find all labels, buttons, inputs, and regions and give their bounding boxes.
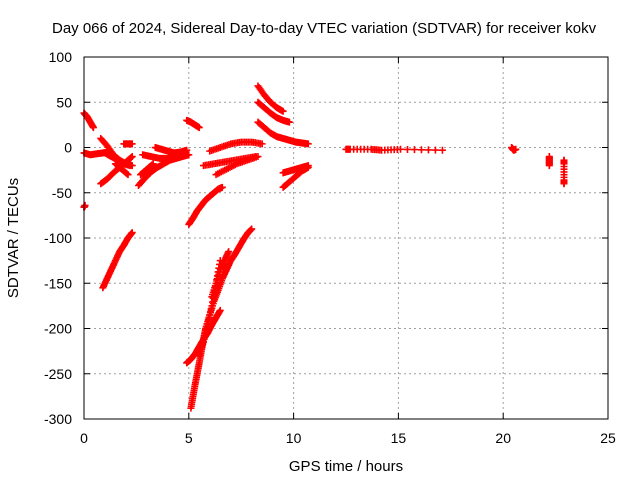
series-arc-31 bbox=[560, 156, 568, 188]
y-tick-label: -250 bbox=[44, 366, 72, 382]
series-arc-19 bbox=[208, 248, 233, 301]
series-arc-28 bbox=[342, 145, 446, 154]
x-tick-labels: 0 5 10 15 20 25 bbox=[80, 430, 616, 446]
data-point bbox=[304, 140, 312, 148]
x-tick-label: 10 bbox=[286, 430, 302, 446]
data-point bbox=[403, 145, 411, 153]
series-arc-25 bbox=[254, 118, 312, 148]
y-tick-labels: -300 -250 -200 -150 -100 -50 0 50 100 bbox=[44, 49, 72, 427]
x-tick-label: 5 bbox=[185, 430, 193, 446]
series-arc-18 bbox=[202, 225, 256, 332]
data-point bbox=[195, 124, 203, 132]
x-tick-label: 0 bbox=[80, 430, 88, 446]
chart-title: Day 066 of 2024, Sidereal Day-to-day VTE… bbox=[52, 20, 597, 37]
data-point bbox=[128, 140, 136, 148]
data-point bbox=[258, 140, 266, 148]
data-point bbox=[431, 146, 439, 154]
series-arc-21 bbox=[206, 138, 266, 155]
data-point bbox=[81, 201, 89, 209]
series-arc-24 bbox=[254, 98, 293, 126]
series-arc-16 bbox=[183, 306, 224, 367]
data-point bbox=[149, 160, 157, 168]
data-point bbox=[410, 146, 418, 154]
data-point bbox=[512, 145, 520, 153]
series-arc-8 bbox=[99, 229, 136, 292]
data-point bbox=[254, 153, 262, 161]
data-point bbox=[126, 162, 134, 170]
series-arc-14 bbox=[185, 183, 226, 228]
data-point bbox=[128, 229, 136, 237]
data-point bbox=[218, 183, 226, 191]
data-point bbox=[438, 146, 446, 154]
x-axis-title: GPS time / hours bbox=[289, 458, 403, 475]
series-arc-12 bbox=[137, 160, 157, 179]
series-arc-5 bbox=[101, 149, 134, 170]
data-point bbox=[285, 118, 293, 126]
data-point bbox=[396, 145, 404, 153]
data-point bbox=[127, 153, 135, 161]
x-tick-label: 15 bbox=[391, 430, 407, 446]
series-arc-27 bbox=[279, 163, 312, 191]
data-point bbox=[417, 146, 425, 154]
data-point bbox=[279, 107, 287, 115]
series-arc-start-0 bbox=[80, 109, 97, 132]
data-point bbox=[225, 248, 233, 256]
series-arc-22 bbox=[212, 153, 262, 179]
data-point bbox=[216, 306, 224, 314]
data-point bbox=[183, 146, 191, 154]
y-tick-label: -150 bbox=[44, 275, 72, 291]
data-point bbox=[128, 153, 136, 161]
data-point bbox=[124, 171, 132, 179]
y-axis-title: SDTVAR / TECUs bbox=[5, 178, 22, 298]
data-point bbox=[89, 124, 97, 132]
data-point bbox=[185, 151, 193, 159]
data-point bbox=[424, 146, 432, 154]
y-tick-label: 50 bbox=[56, 94, 72, 110]
series-arc-6 bbox=[111, 160, 132, 179]
data-point bbox=[560, 180, 568, 188]
x-tick-label: 20 bbox=[495, 430, 511, 446]
tick-marks bbox=[83, 56, 609, 420]
series-arc-13 bbox=[183, 116, 203, 132]
y-tick-label: -300 bbox=[44, 411, 72, 427]
data-point bbox=[545, 162, 553, 170]
series-arc-start-1 bbox=[80, 201, 89, 211]
y-tick-label: 100 bbox=[49, 49, 73, 65]
x-tick-label: 25 bbox=[600, 430, 616, 446]
data-point bbox=[148, 161, 156, 169]
data-point bbox=[248, 225, 256, 233]
y-tick-label: -200 bbox=[44, 321, 72, 337]
y-tick-label: -50 bbox=[52, 185, 72, 201]
data-point bbox=[123, 170, 131, 178]
grid bbox=[84, 57, 608, 419]
y-tick-label: 0 bbox=[64, 140, 72, 156]
data-points bbox=[80, 82, 568, 412]
y-tick-label: -100 bbox=[44, 230, 72, 246]
series-arc-29 bbox=[508, 144, 520, 154]
series-arc-11 bbox=[151, 144, 191, 157]
series-arc-23 bbox=[254, 82, 287, 115]
series-arc-30 bbox=[545, 153, 553, 170]
data-point bbox=[304, 163, 312, 171]
series-arc-7 bbox=[120, 140, 136, 148]
